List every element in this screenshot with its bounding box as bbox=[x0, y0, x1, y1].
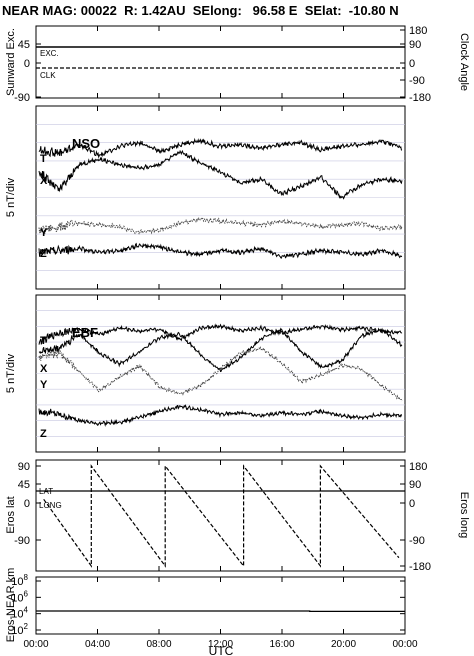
panel-frames bbox=[35, 25, 406, 635]
y-tick-label-right: 180 bbox=[409, 25, 427, 37]
y-tick-exponent: 8 bbox=[24, 573, 29, 582]
y-tick-label-left: 45 bbox=[18, 479, 30, 491]
panel-label: EBF bbox=[72, 325, 98, 340]
y-tick-label-right: 90 bbox=[409, 39, 421, 51]
y-tick-label-left: 45 bbox=[18, 39, 30, 51]
y-tick-exponent: 2 bbox=[24, 622, 29, 631]
y-tick-label-left: -90 bbox=[14, 535, 30, 547]
y-tick-label-right: 180 bbox=[409, 461, 427, 473]
y-tick-label-right: 90 bbox=[409, 479, 421, 491]
x-tick-label: 04:00 bbox=[85, 639, 110, 650]
grid-lines bbox=[36, 124, 405, 437]
series-label-exc: EXC. bbox=[40, 49, 59, 58]
series-label-long: LONG bbox=[39, 501, 62, 510]
series-label: X bbox=[40, 175, 48, 187]
series-2-t bbox=[38, 323, 403, 345]
y-tick-label-left: 90 bbox=[18, 461, 30, 473]
y-axis-label-left: Sunward Exc. bbox=[5, 28, 17, 96]
x-tick-label: 00:00 bbox=[23, 639, 48, 650]
series-1-x bbox=[38, 149, 403, 200]
series-1-z bbox=[38, 242, 403, 259]
y-axis-label-left: 5 nT/div bbox=[5, 353, 17, 393]
x-axis-label: UTC bbox=[209, 644, 234, 656]
y-tick-label-left: 0 bbox=[24, 58, 30, 70]
y-tick-exponent: 6 bbox=[24, 589, 29, 598]
series-2-x bbox=[38, 327, 403, 373]
series-2-y bbox=[38, 346, 403, 402]
y-axis-label-right: Eros long bbox=[458, 492, 470, 538]
x-tick-label: 08:00 bbox=[146, 639, 171, 650]
y-tick-label-right: 0 bbox=[409, 58, 415, 70]
series-label-lat: LAT bbox=[39, 487, 53, 496]
y-tick-label-left: -90 bbox=[14, 92, 30, 104]
y-tick-label-right: -180 bbox=[409, 561, 431, 573]
y-tick-label-right: -90 bbox=[409, 75, 425, 87]
panel-frame-1 bbox=[35, 25, 406, 99]
y-axis-label-left: 5 nT/div bbox=[5, 177, 17, 217]
panel-label: NSO bbox=[72, 136, 100, 151]
series-1-y bbox=[38, 216, 403, 235]
y-tick-label-right: -180 bbox=[409, 92, 431, 104]
y-tick-exponent: 4 bbox=[24, 606, 29, 615]
x-tick-label: 16:00 bbox=[269, 639, 294, 650]
panel-frame-5 bbox=[35, 576, 406, 635]
series-1-t bbox=[38, 137, 403, 159]
y-tick-label-right: -90 bbox=[409, 535, 425, 547]
series-label-clk: CLK bbox=[40, 71, 56, 80]
plot-series bbox=[36, 46, 405, 613]
series-label: Z bbox=[40, 428, 47, 440]
series-label: X bbox=[40, 363, 48, 375]
x-tick-label: 00:00 bbox=[392, 639, 417, 650]
series-2-z bbox=[38, 404, 403, 427]
series-label: T bbox=[40, 153, 47, 165]
x-tick-label: 12:00 bbox=[208, 639, 233, 650]
series-long bbox=[43, 464, 400, 568]
series-label: Z bbox=[40, 248, 47, 260]
series-label: T bbox=[40, 335, 47, 347]
y-tick-label-right: 0 bbox=[409, 498, 415, 510]
y-axis-label-left: Eros lat bbox=[5, 496, 17, 533]
x-tick-label: 20:00 bbox=[331, 639, 356, 650]
figure-title: NEAR MAG: 00022 R: 1.42AU SElong: 96.58 … bbox=[2, 3, 399, 18]
y-axis-label-left: Eros-NEAR km bbox=[5, 568, 17, 643]
series-label: Y bbox=[40, 379, 48, 391]
y-tick-label-left: 0 bbox=[24, 498, 30, 510]
y-axis-label-right: Clock Angle bbox=[458, 33, 470, 91]
labels: 45 0 -90 180 90 0 -90 -180 EXC. CLK Sunward Exc. Cl… bbox=[5, 25, 470, 656]
series-label: Y bbox=[40, 227, 48, 239]
